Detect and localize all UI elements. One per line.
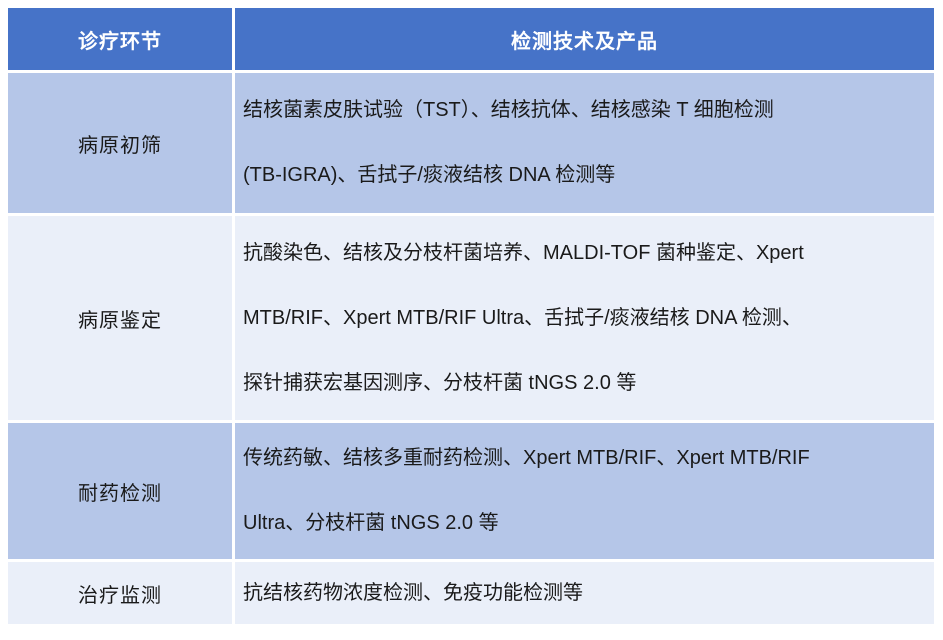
tech-cell-pathogen-identification: 抗酸染色、结核及分枝杆菌培养、MALDI-TOF 菌种鉴定、Xpert MTB/… bbox=[235, 216, 934, 420]
tech-text-line: 结核菌素皮肤试验（TST）、结核抗体、结核感染 T 细胞检测 bbox=[243, 99, 774, 121]
diagnosis-testing-table: 诊疗环节 检测技术及产品 病原初筛 结核菌素皮肤试验（TST）、结核抗体、结核感… bbox=[8, 8, 935, 624]
tech-text-line: Ultra、分枝杆菌 tNGS 2.0 等 bbox=[243, 512, 499, 534]
tech-text-line: 传统药敏、结核多重耐药检测、Xpert MTB/RIF、Xpert MTB/RI… bbox=[243, 447, 810, 469]
stage-cell-pathogen-screening: 病原初筛 bbox=[8, 73, 232, 213]
tech-text-line: MTB/RIF、Xpert MTB/RIF Ultra、舌拭子/痰液结核 DNA… bbox=[243, 306, 802, 329]
stage-label: 病原鉴定 bbox=[78, 309, 162, 332]
header-cell-stage: 诊疗环节 bbox=[8, 8, 232, 70]
header-cell-technology: 检测技术及产品 bbox=[235, 8, 934, 70]
tech-cell-treatment-monitoring: 抗结核药物浓度检测、免疫功能检测等 bbox=[235, 562, 934, 624]
tech-cell-drug-resistance: 传统药敏、结核多重耐药检测、Xpert MTB/RIF、Xpert MTB/RI… bbox=[235, 423, 934, 559]
stage-label: 病原初筛 bbox=[78, 134, 162, 157]
stage-label: 耐药检测 bbox=[78, 482, 162, 505]
stage-label: 治疗监测 bbox=[78, 584, 162, 607]
stage-cell-drug-resistance: 耐药检测 bbox=[8, 423, 232, 559]
header-stage-label: 诊疗环节 bbox=[78, 30, 162, 53]
stage-cell-treatment-monitoring: 治疗监测 bbox=[8, 562, 232, 624]
header-technology-label: 检测技术及产品 bbox=[511, 30, 658, 53]
tech-text-line: 抗酸染色、结核及分枝杆菌培养、MALDI-TOF 菌种鉴定、Xpert bbox=[243, 241, 804, 264]
tech-text-line: 抗结核药物浓度检测、免疫功能检测等 bbox=[243, 581, 583, 604]
tech-text-line: 探针捕获宏基因测序、分枝杆菌 tNGS 2.0 等 bbox=[243, 371, 637, 394]
tech-text-line: (TB-IGRA)、舌拭子/痰液结核 DNA 检测等 bbox=[243, 164, 616, 186]
tech-cell-pathogen-screening: 结核菌素皮肤试验（TST）、结核抗体、结核感染 T 细胞检测 (TB-IGRA)… bbox=[235, 73, 934, 213]
stage-cell-pathogen-identification: 病原鉴定 bbox=[8, 216, 232, 420]
